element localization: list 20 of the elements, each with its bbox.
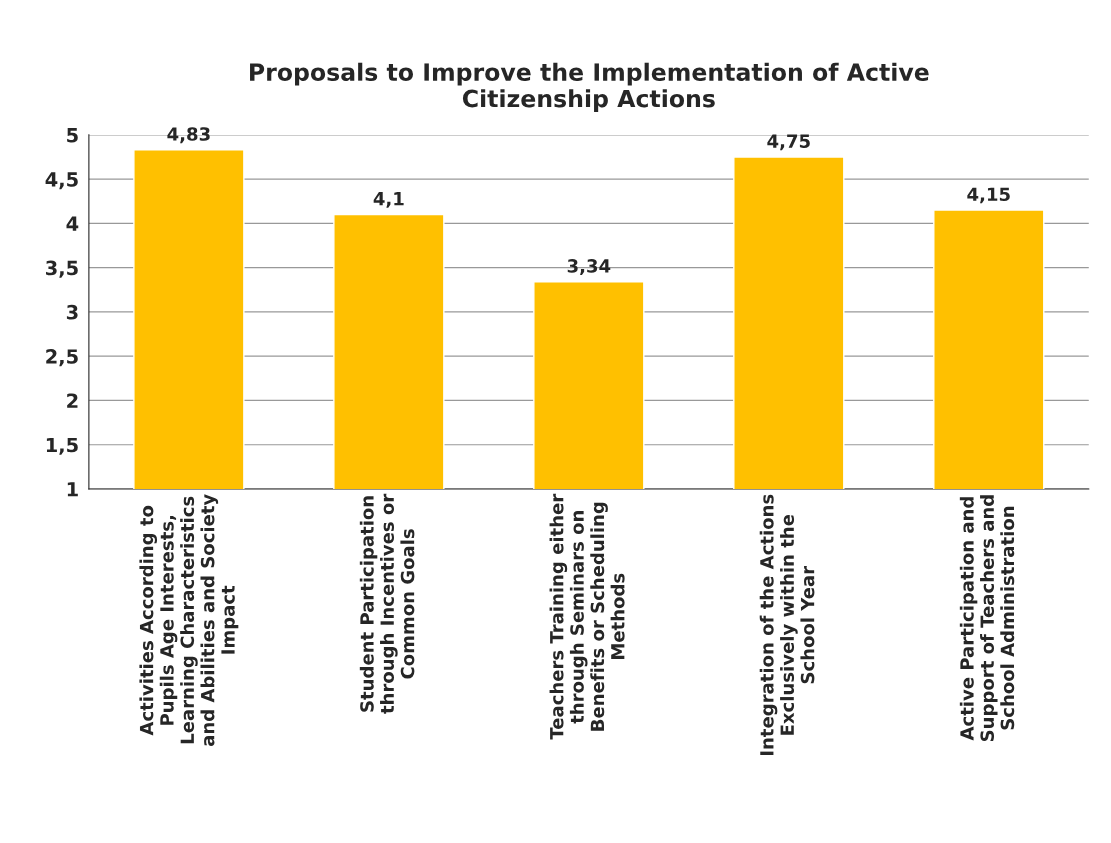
data-label: 4,1 xyxy=(373,192,404,208)
data-label: 3,34 xyxy=(567,259,611,276)
y-tick-label: 3,5 xyxy=(46,260,78,278)
y-tick-label: 5 xyxy=(67,128,78,143)
x-tick-label: Integration of the Actions Exclusively within the School Year xyxy=(759,494,815,756)
y-tick-label: 2,5 xyxy=(46,349,78,367)
data-label: 4,15 xyxy=(967,187,1010,204)
y-tick-label: 2 xyxy=(67,393,78,408)
y-tick-label: 4,5 xyxy=(45,172,78,190)
y-tick-label: 4 xyxy=(66,216,79,231)
x-tick-label: Active Participation and Support of Teachers and School Administration xyxy=(959,495,1015,742)
chart-title: Proposals to Improve the Implementation of Active Citizenship Actions xyxy=(250,62,929,113)
y-tick-label: 3 xyxy=(66,304,78,320)
x-tick-label: Activities According to Pupils Age Interests, Learning Characteristics and Abilities and Society Impact xyxy=(139,494,239,747)
y-tick-label: 1 xyxy=(67,482,78,497)
data-label: 4,75 xyxy=(767,134,810,151)
y-tick-label: 1,5 xyxy=(46,437,78,455)
x-tick-label: Student Participation through Incentives or Common Goals xyxy=(359,493,415,714)
x-tick-label: Teachers Training either through Seminars on Benefits or Scheduling Methods xyxy=(549,493,625,740)
data-label: 4,83 xyxy=(167,127,210,144)
